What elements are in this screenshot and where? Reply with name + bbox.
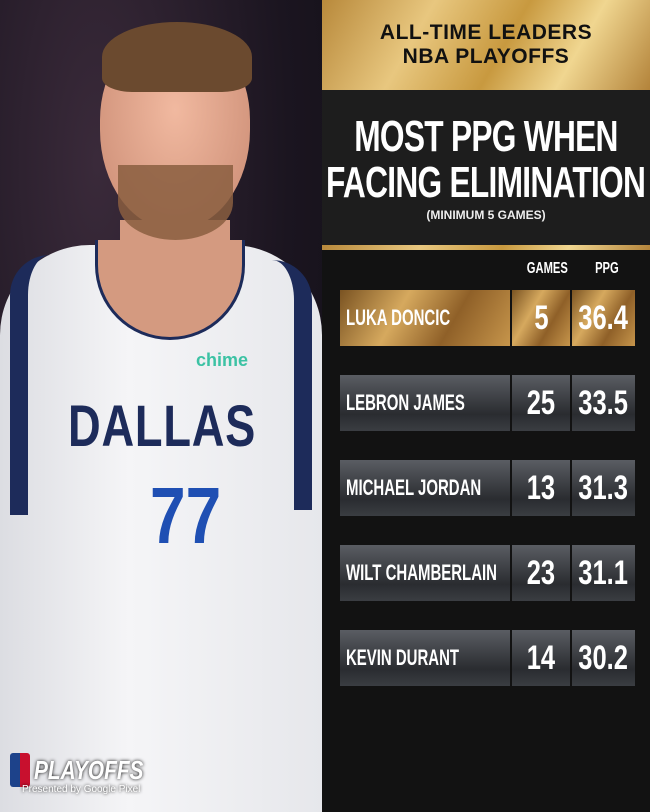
subtitle: (MINIMUM 5 GAMES) bbox=[426, 207, 546, 222]
divider bbox=[322, 245, 650, 250]
ppg-value: 33.5 bbox=[578, 383, 629, 422]
player-name: MICHAEL JORDAN bbox=[346, 475, 482, 500]
player-name-cell: MICHAEL JORDAN bbox=[340, 460, 510, 516]
ppg-cell: 30.2 bbox=[572, 630, 635, 686]
games-value: 13 bbox=[526, 468, 556, 507]
player-name-cell: WILT CHAMBERLAIN bbox=[340, 545, 510, 601]
ppg-cell: 31.3 bbox=[572, 460, 635, 516]
games-cell: 14 bbox=[512, 630, 570, 686]
title-box: MOST PPG WHEN FACING ELIMINATION (MINIMU… bbox=[322, 90, 650, 245]
sponsor-patch: chime bbox=[196, 350, 249, 370]
header-line2: NBA PLAYOFFS bbox=[402, 45, 570, 68]
table-row: LEBRON JAMES 25 33.5 bbox=[340, 375, 635, 431]
player-name-cell: KEVIN DURANT bbox=[340, 630, 510, 686]
games-value: 14 bbox=[526, 638, 556, 677]
table-row: WILT CHAMBERLAIN 23 31.1 bbox=[340, 545, 635, 601]
header-banner: ALL-TIME LEADERS NBA PLAYOFFS bbox=[322, 0, 650, 90]
games-cell: 25 bbox=[512, 375, 570, 431]
jersey-text: DALLAS bbox=[68, 394, 257, 459]
title-line1: MOST PPG WHEN bbox=[354, 111, 618, 161]
table-row: MICHAEL JORDAN 13 31.3 bbox=[340, 460, 635, 516]
playoffs-logo: PLAYOFFS bbox=[10, 753, 171, 787]
player-name-cell: LEBRON JAMES bbox=[340, 375, 510, 431]
table-row: LUKA DONCIC 5 36.4 bbox=[340, 290, 635, 346]
ppg-value: 31.3 bbox=[578, 468, 629, 507]
player-name-cell: LUKA DONCIC bbox=[340, 290, 510, 346]
beard bbox=[118, 165, 233, 240]
column-header-games: GAMES bbox=[526, 260, 568, 277]
player-photo: chime DALLAS 77 PLAYOFFS Presented by Go… bbox=[0, 0, 322, 812]
jersey-trim bbox=[262, 260, 312, 510]
presented-by: Presented by Google Pixel bbox=[22, 784, 141, 795]
column-header-ppg: PPG bbox=[595, 260, 619, 277]
games-cell: 5 bbox=[512, 290, 570, 346]
stats-panel: ALL-TIME LEADERS NBA PLAYOFFS MOST PPG W… bbox=[322, 0, 650, 812]
ppg-value: 36.4 bbox=[578, 298, 629, 337]
hair bbox=[102, 22, 252, 92]
title-line2: FACING ELIMINATION bbox=[326, 157, 646, 207]
playoffs-logo-text: PLAYOFFS bbox=[34, 754, 144, 785]
ppg-value: 30.2 bbox=[578, 638, 629, 677]
ppg-value: 31.1 bbox=[578, 553, 629, 592]
player-name: LEBRON JAMES bbox=[346, 390, 465, 415]
games-value: 25 bbox=[526, 383, 556, 422]
player-name: WILT CHAMBERLAIN bbox=[346, 560, 497, 585]
player-name: LUKA DONCIC bbox=[346, 305, 451, 330]
jersey-number: 77 bbox=[150, 471, 222, 560]
jersey-trim bbox=[10, 255, 65, 515]
ppg-cell: 33.5 bbox=[572, 375, 635, 431]
games-cell: 13 bbox=[512, 460, 570, 516]
ppg-cell: 31.1 bbox=[572, 545, 635, 601]
nba-logo-icon bbox=[10, 753, 30, 787]
table-row: KEVIN DURANT 14 30.2 bbox=[340, 630, 635, 686]
games-value: 5 bbox=[533, 298, 549, 337]
player-name: KEVIN DURANT bbox=[346, 645, 460, 670]
ppg-cell: 36.4 bbox=[572, 290, 635, 346]
games-cell: 23 bbox=[512, 545, 570, 601]
games-value: 23 bbox=[526, 553, 556, 592]
header-line1: ALL-TIME LEADERS bbox=[379, 21, 593, 44]
